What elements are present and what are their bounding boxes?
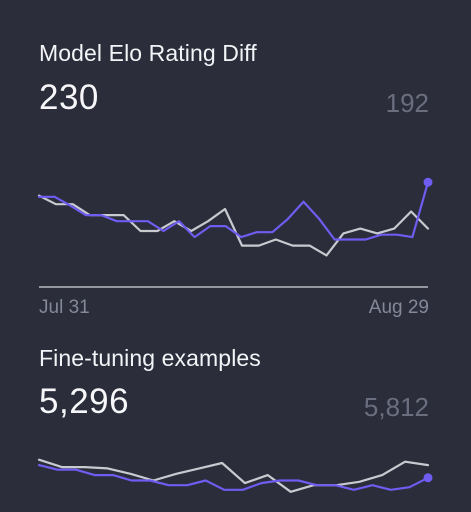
previous-series-line <box>37 458 430 493</box>
elo-rating-card: Model Elo Rating Diff 230 192 Jul 31 Aug… <box>37 40 433 318</box>
metric-previous-value: 5,812 <box>363 392 429 422</box>
current-value-marker[interactable] <box>423 473 433 483</box>
current-series-line <box>37 181 430 241</box>
metric-title: Fine-tuning examples <box>39 345 261 371</box>
fine-tuning-chart <box>37 458 433 493</box>
metric-previous-value: 192 <box>385 88 429 118</box>
metric-value: 5,296 <box>39 382 130 421</box>
x-axis-end-label: Aug 29 <box>368 297 429 318</box>
x-axis-start-label: Jul 31 <box>39 297 90 318</box>
fine-tuning-card: Fine-tuning examples 5,296 5,812 <box>0 330 471 512</box>
previous-series-line <box>37 194 430 257</box>
metric-value: 230 <box>39 78 99 117</box>
elo-rating-chart <box>37 177 433 288</box>
current-series-line <box>37 464 430 491</box>
current-value-marker[interactable] <box>423 177 433 187</box>
metric-title: Model Elo Rating Diff <box>39 40 257 66</box>
